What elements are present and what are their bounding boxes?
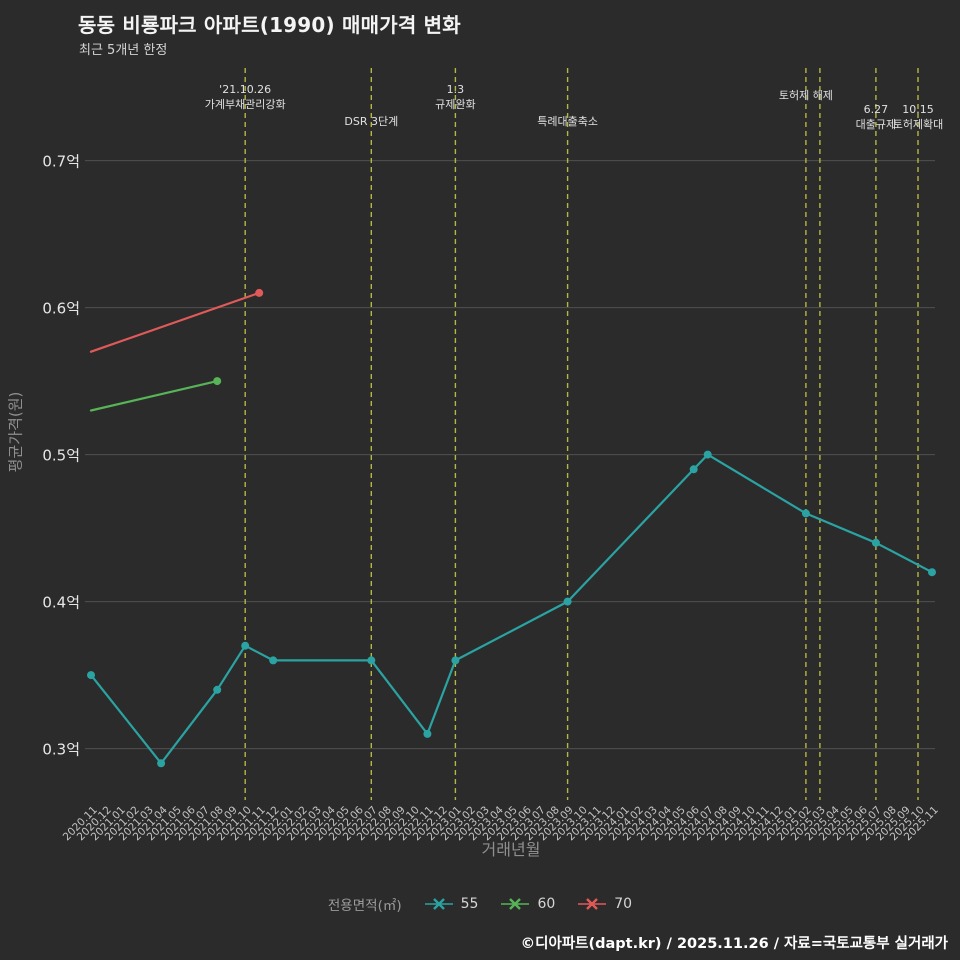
y-tick-label: 0.3억 [42, 740, 80, 759]
event-annotation-line: 규제완화 [435, 98, 476, 111]
series-marker-55 [689, 465, 698, 474]
event-annotation-line: 6.27 [863, 103, 889, 116]
event-annotation: 1.3 규제완화 [435, 82, 475, 112]
chart-title: 동동 비룡파크 아파트(1990) 매매가격 변화 [78, 13, 461, 37]
legend-marker-55 [424, 898, 453, 910]
chart-subtitle: 최근 5개년 한정 [79, 43, 168, 58]
legend: 전용면적(㎡) 55 60 70 [0, 894, 960, 914]
legend-title: 전용면적(㎡) [327, 898, 402, 914]
series-marker-55 [269, 656, 278, 665]
event-annotation-line: 특례대출축소 [537, 115, 598, 128]
legend-item-label: 60 [537, 896, 556, 912]
series-marker-55 [241, 641, 250, 650]
legend-item-60[interactable]: 60 [500, 896, 555, 912]
legend-item-55[interactable]: 55 [424, 896, 479, 912]
event-annotation-line: 1.3 [446, 83, 465, 96]
series-marker-60 [213, 377, 222, 386]
series-marker-55 [703, 450, 712, 459]
y-axis-title: 평균가격(원) [6, 391, 25, 473]
event-annotation-line: '21.10.26 [219, 83, 272, 96]
y-tick-label: 0.5억 [42, 446, 80, 465]
series-marker-55 [801, 509, 810, 518]
series-line-55 [89, 453, 934, 765]
series-marker-55 [928, 568, 936, 577]
series-marker-55 [423, 729, 432, 738]
y-tick-label: 0.4억 [42, 593, 80, 612]
event-annotation: 토허제 해제 [779, 88, 833, 103]
series-marker-70 [255, 288, 264, 297]
event-annotation: 10.15 토허제확대 [893, 102, 944, 132]
event-annotation: '21.10.26 가계부채관리강화 [205, 82, 286, 112]
event-annotation: DSR 3단계 [344, 114, 398, 129]
copyright-footer: ©디아파트(dapt.kr) / 2025.11.26 / 자료=국토교통부 실… [520, 936, 948, 952]
x-axis-title: 거래년월 [481, 840, 541, 859]
series-marker-55 [157, 759, 166, 768]
legend-marker-70 [578, 898, 607, 910]
series-line-70 [89, 291, 261, 353]
series-marker-55 [563, 597, 572, 606]
y-tick-label: 0.6억 [42, 299, 80, 318]
legend-item-label: 70 [614, 896, 633, 912]
legend-item-70[interactable]: 70 [577, 896, 632, 912]
series-marker-55 [213, 685, 222, 694]
event-annotation-line: 토허제확대 [892, 118, 944, 131]
legend-item-label: 55 [460, 896, 479, 912]
event-annotation: 특례대출축소 [537, 114, 598, 129]
event-annotation-line: 가계부채관리강화 [204, 98, 286, 111]
y-tick-label: 0.7억 [42, 152, 80, 171]
legend-items: 55 60 70 [424, 896, 632, 912]
series-marker-55 [87, 671, 95, 680]
event-annotation-line: DSR 3단계 [344, 115, 399, 128]
legend-marker-60 [501, 898, 530, 910]
series-marker-55 [871, 538, 880, 547]
event-annotation-line: 대출규제 [855, 118, 897, 131]
event-annotation-line: 토허제 해제 [778, 89, 833, 102]
event-annotation-line: 10.15 [902, 103, 934, 116]
series-line-60 [89, 380, 219, 412]
series-marker-55 [367, 656, 376, 665]
event-annotation: 6.27 대출규제 [856, 102, 896, 132]
series-marker-55 [451, 656, 460, 665]
